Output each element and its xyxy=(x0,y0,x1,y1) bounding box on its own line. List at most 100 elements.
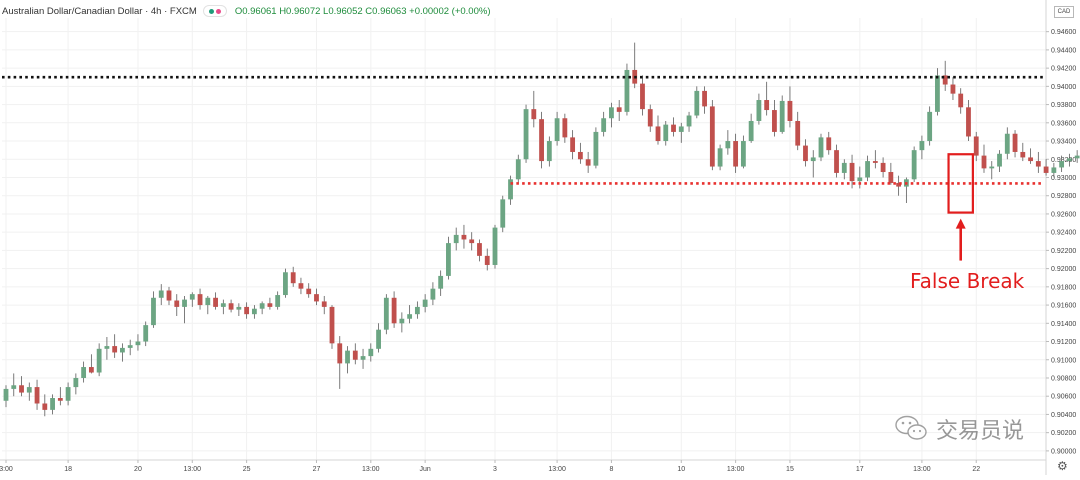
candle xyxy=(787,86,793,128)
candle-body xyxy=(872,161,878,163)
candle xyxy=(997,150,1002,173)
candle xyxy=(407,305,413,324)
candle xyxy=(492,224,498,269)
time-tick-label: 13:00 xyxy=(548,466,566,473)
candle-body xyxy=(197,294,203,306)
alert-status-icon xyxy=(215,8,221,14)
candle-body xyxy=(911,150,917,180)
candle xyxy=(228,299,234,313)
candle xyxy=(764,81,770,116)
price-tick-label: 0.93600 xyxy=(1051,120,1076,127)
candle-body xyxy=(927,111,933,142)
candle xyxy=(73,373,79,395)
candle-body xyxy=(818,137,824,158)
price-tick-label: 0.92400 xyxy=(1051,230,1076,237)
candle-body xyxy=(96,348,102,373)
candle-body xyxy=(1051,167,1057,173)
candle-body xyxy=(88,367,94,373)
candle xyxy=(453,227,459,251)
candle xyxy=(896,175,902,196)
candle xyxy=(911,146,917,183)
candle-body xyxy=(577,151,583,160)
candle-body xyxy=(725,141,731,149)
candle xyxy=(57,387,63,406)
candle-body xyxy=(717,148,723,167)
price-tick-label: 0.90000 xyxy=(1051,448,1076,455)
candle-body xyxy=(26,387,32,393)
candle xyxy=(383,294,389,335)
candle xyxy=(647,104,653,132)
candle-body xyxy=(803,145,808,162)
candles-layer xyxy=(3,42,1080,417)
price-tick-label: 0.94600 xyxy=(1051,29,1076,36)
candle-body xyxy=(360,356,366,360)
candle-body xyxy=(546,141,552,162)
candle-body xyxy=(174,300,180,307)
candle xyxy=(1051,162,1057,178)
candle xyxy=(438,270,444,296)
price-tick-label: 0.92000 xyxy=(1051,266,1076,273)
candle-body xyxy=(880,162,886,173)
candle xyxy=(96,343,102,377)
candle-body xyxy=(779,100,785,132)
time-tick-label: 13:00 xyxy=(913,466,931,473)
candle xyxy=(158,284,164,306)
candle xyxy=(477,239,482,262)
candle xyxy=(849,154,855,189)
candle-body xyxy=(896,182,902,187)
price-tick-label: 0.93800 xyxy=(1051,102,1076,109)
candle-body xyxy=(694,90,700,116)
candle-body xyxy=(19,385,24,393)
candle xyxy=(290,266,296,287)
candle-body xyxy=(143,325,149,342)
candle xyxy=(50,394,55,415)
settings-gear-icon[interactable]: ⚙ xyxy=(1057,459,1068,473)
candle-body xyxy=(290,272,296,284)
candle xyxy=(205,295,211,315)
candle-body xyxy=(11,385,17,389)
candle xyxy=(329,305,335,349)
candle xyxy=(112,334,118,358)
candle xyxy=(283,268,288,298)
candle xyxy=(577,142,583,164)
candle xyxy=(717,144,723,171)
candle-body xyxy=(671,124,676,132)
false-break-label: False Break xyxy=(910,269,1025,293)
candle xyxy=(345,346,350,374)
candle xyxy=(508,175,513,205)
price-tick-label: 0.94000 xyxy=(1051,84,1076,91)
symbol-title[interactable]: Australian Dollar/Canadian Dollar · 4h ·… xyxy=(2,5,197,17)
price-tick-label: 0.90600 xyxy=(1051,394,1076,401)
candle xyxy=(554,111,560,146)
candle xyxy=(461,224,467,249)
candle xyxy=(360,348,366,369)
candle-body xyxy=(65,387,71,401)
candle xyxy=(368,343,374,362)
candle-body xyxy=(523,109,529,160)
candle xyxy=(3,385,9,408)
false-break-box xyxy=(947,153,974,214)
candle-body xyxy=(888,172,894,183)
candle xyxy=(826,131,832,155)
candle-body xyxy=(306,288,312,295)
candle xyxy=(725,130,731,155)
candle xyxy=(888,162,894,185)
status-dots[interactable] xyxy=(202,5,227,17)
candle-body xyxy=(469,239,475,244)
candle xyxy=(989,161,995,180)
candle-body xyxy=(213,297,218,307)
candle-body xyxy=(438,275,444,289)
candle-body xyxy=(414,306,420,315)
price-axis[interactable]: 0.90000 0.90200 0.90400 0.90600 0.90800 0.910… xyxy=(1045,0,1076,475)
candle-body xyxy=(562,118,568,138)
candle-body xyxy=(942,75,948,85)
candle-body xyxy=(1012,133,1018,152)
price-tick-label: 0.91000 xyxy=(1051,357,1076,364)
candle-body xyxy=(539,119,544,162)
currency-badge[interactable]: CAD xyxy=(1054,6,1074,18)
candle-body xyxy=(283,272,288,296)
candle-body xyxy=(1035,161,1041,167)
candle-body xyxy=(935,75,940,112)
time-axis[interactable]: 3:00 18 20 13:00 25 27 13:00 Jun 3 13:00 8 10 13:00 1… xyxy=(0,459,1046,473)
